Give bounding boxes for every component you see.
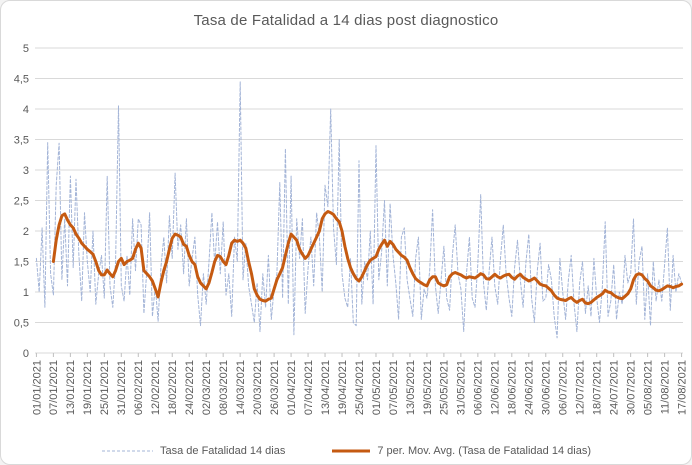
svg-text:25/04/2021: 25/04/2021 bbox=[354, 360, 366, 415]
y-axis-labels: 0 0,5 1 1,5 2 2,5 3 3,5 4 4,5 5 bbox=[14, 43, 29, 360]
svg-text:1: 1 bbox=[23, 287, 29, 299]
svg-text:11/08/2021: 11/08/2021 bbox=[659, 360, 671, 414]
svg-text:24/06/2021: 24/06/2021 bbox=[524, 360, 536, 415]
svg-text:06/07/2021: 06/07/2021 bbox=[558, 360, 570, 415]
svg-text:24/07/2021: 24/07/2021 bbox=[609, 360, 621, 415]
svg-text:12/07/2021: 12/07/2021 bbox=[575, 360, 587, 415]
avg-series-line bbox=[51, 210, 684, 306]
svg-text:0,5: 0,5 bbox=[14, 318, 29, 330]
svg-text:1,5: 1,5 bbox=[14, 257, 29, 269]
legend-item-avg-series[interactable]: 7 per. Mov. Avg. (Tasa de Fatalidad 14 d… bbox=[331, 445, 591, 457]
legend-item-raw-series[interactable]: Tasa de Fatalidad 14 dias bbox=[101, 445, 285, 457]
svg-text:19/01/2021: 19/01/2021 bbox=[82, 360, 94, 415]
svg-text:18/06/2021: 18/06/2021 bbox=[507, 360, 519, 415]
svg-text:12/02/2021: 12/02/2021 bbox=[150, 360, 162, 415]
svg-text:06/02/2021: 06/02/2021 bbox=[133, 360, 145, 415]
svg-text:13/05/2021: 13/05/2021 bbox=[405, 360, 417, 415]
svg-text:01/01/2021: 01/01/2021 bbox=[31, 360, 43, 415]
svg-text:24/02/2021: 24/02/2021 bbox=[184, 360, 196, 415]
svg-text:06/06/2021: 06/06/2021 bbox=[473, 360, 485, 415]
svg-text:05/08/2021: 05/08/2021 bbox=[642, 360, 654, 415]
svg-text:25/05/2021: 25/05/2021 bbox=[439, 360, 451, 415]
legend-label-raw-series: Tasa de Fatalidad 14 dias bbox=[160, 445, 286, 457]
raw-series-line-icon bbox=[102, 450, 153, 452]
svg-text:13/01/2021: 13/01/2021 bbox=[65, 360, 77, 415]
svg-text:3: 3 bbox=[23, 165, 29, 177]
svg-text:3,5: 3,5 bbox=[14, 135, 29, 147]
svg-text:19/04/2021: 19/04/2021 bbox=[337, 360, 349, 415]
svg-text:25/01/2021: 25/01/2021 bbox=[99, 360, 111, 415]
x-axis-labels: 01/01/2021 07/01/2021 13/01/2021 19/01/2021… bbox=[31, 360, 688, 415]
svg-text:26/03/2021: 26/03/2021 bbox=[269, 360, 281, 415]
svg-text:07/04/2021: 07/04/2021 bbox=[303, 360, 315, 415]
legend-label-avg-series: 7 per. Mov. Avg. (Tasa de Fatalidad 14 d… bbox=[377, 445, 591, 457]
svg-text:01/04/2021: 01/04/2021 bbox=[286, 360, 298, 415]
raw-series-line bbox=[35, 81, 683, 339]
svg-text:2,5: 2,5 bbox=[14, 196, 29, 208]
svg-text:31/05/2021: 31/05/2021 bbox=[456, 360, 468, 415]
svg-text:30/06/2021: 30/06/2021 bbox=[541, 360, 553, 415]
chart-canvas[interactable]: 0 0,5 1 1,5 2 2,5 3 3,5 4 4,5 5 01/01/2021 07/01/202… bbox=[1, 1, 692, 431]
svg-text:19/05/2021: 19/05/2021 bbox=[422, 360, 434, 415]
svg-text:07/01/2021: 07/01/2021 bbox=[48, 360, 60, 415]
svg-text:5: 5 bbox=[23, 43, 29, 55]
svg-text:18/07/2021: 18/07/2021 bbox=[592, 360, 604, 415]
x-axis-ticks bbox=[35, 353, 683, 357]
svg-text:12/06/2021: 12/06/2021 bbox=[490, 360, 502, 415]
avg-series-line-icon bbox=[332, 449, 371, 453]
svg-text:20/03/2021: 20/03/2021 bbox=[252, 360, 264, 415]
svg-text:31/01/2021: 31/01/2021 bbox=[116, 360, 128, 415]
svg-text:2: 2 bbox=[23, 226, 29, 238]
svg-text:13/04/2021: 13/04/2021 bbox=[320, 360, 332, 415]
svg-text:07/05/2021: 07/05/2021 bbox=[388, 360, 400, 415]
svg-text:18/02/2021: 18/02/2021 bbox=[167, 360, 179, 415]
svg-text:4,5: 4,5 bbox=[14, 74, 29, 86]
svg-text:02/03/2021: 02/03/2021 bbox=[201, 360, 213, 415]
svg-text:4: 4 bbox=[23, 104, 29, 116]
svg-text:08/03/2021: 08/03/2021 bbox=[218, 360, 230, 415]
svg-text:17/08/2021: 17/08/2021 bbox=[676, 360, 688, 415]
svg-text:30/07/2021: 30/07/2021 bbox=[626, 360, 638, 415]
svg-text:01/05/2021: 01/05/2021 bbox=[371, 360, 383, 415]
svg-text:14/03/2021: 14/03/2021 bbox=[235, 360, 247, 415]
svg-text:0: 0 bbox=[23, 348, 29, 360]
chart-legend: Tasa de Fatalidad 14 dias 7 per. Mov. Av… bbox=[1, 445, 691, 457]
chart-title: Tasa de Fatalidad a 14 dias post diagnos… bbox=[193, 12, 499, 29]
